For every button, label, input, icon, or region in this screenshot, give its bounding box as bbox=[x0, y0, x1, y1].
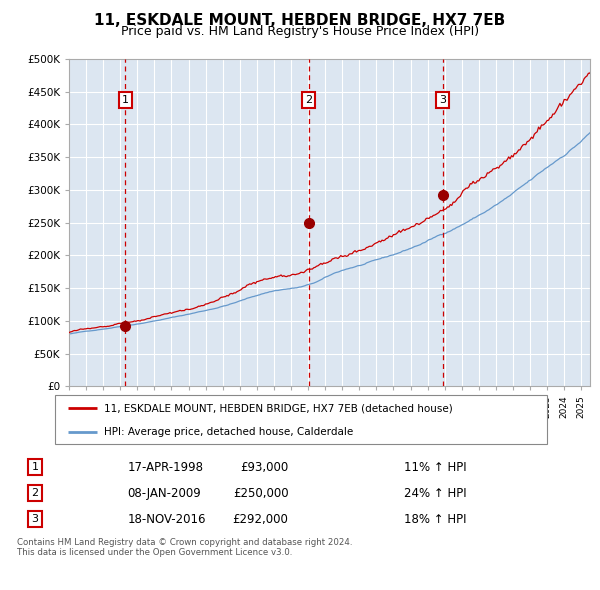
Text: 11, ESKDALE MOUNT, HEBDEN BRIDGE, HX7 7EB: 11, ESKDALE MOUNT, HEBDEN BRIDGE, HX7 7E… bbox=[94, 13, 506, 28]
Text: 2: 2 bbox=[305, 95, 312, 105]
Text: Contains HM Land Registry data © Crown copyright and database right 2024.: Contains HM Land Registry data © Crown c… bbox=[17, 538, 352, 547]
Text: 11, ESKDALE MOUNT, HEBDEN BRIDGE, HX7 7EB (detached house): 11, ESKDALE MOUNT, HEBDEN BRIDGE, HX7 7E… bbox=[104, 404, 453, 414]
Text: Price paid vs. HM Land Registry's House Price Index (HPI): Price paid vs. HM Land Registry's House … bbox=[121, 25, 479, 38]
Text: This data is licensed under the Open Government Licence v3.0.: This data is licensed under the Open Gov… bbox=[17, 548, 292, 556]
Text: 11% ↑ HPI: 11% ↑ HPI bbox=[404, 461, 466, 474]
Text: £292,000: £292,000 bbox=[233, 513, 289, 526]
Text: £93,000: £93,000 bbox=[240, 461, 289, 474]
Text: 08-JAN-2009: 08-JAN-2009 bbox=[127, 487, 201, 500]
Text: £250,000: £250,000 bbox=[233, 487, 289, 500]
FancyBboxPatch shape bbox=[55, 395, 547, 444]
Text: HPI: Average price, detached house, Calderdale: HPI: Average price, detached house, Cald… bbox=[104, 427, 353, 437]
Text: 18-NOV-2016: 18-NOV-2016 bbox=[127, 513, 206, 526]
Text: 1: 1 bbox=[32, 462, 38, 472]
Text: 17-APR-1998: 17-APR-1998 bbox=[127, 461, 203, 474]
Text: 1: 1 bbox=[122, 95, 128, 105]
Text: 24% ↑ HPI: 24% ↑ HPI bbox=[404, 487, 466, 500]
Text: 2: 2 bbox=[31, 489, 38, 498]
Text: 3: 3 bbox=[32, 514, 38, 525]
Text: 3: 3 bbox=[439, 95, 446, 105]
Text: 18% ↑ HPI: 18% ↑ HPI bbox=[404, 513, 466, 526]
